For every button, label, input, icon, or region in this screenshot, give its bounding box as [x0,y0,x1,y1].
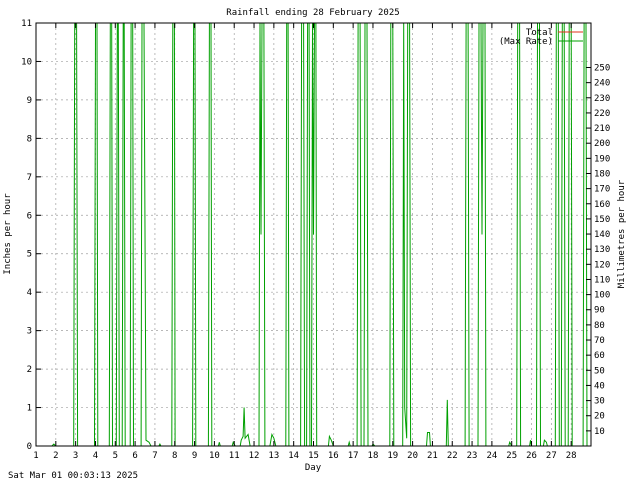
y-tick-label-right: 120 [594,260,610,270]
y-tick-label-right: 230 [594,94,610,104]
y-tick-label-right: 190 [594,154,610,164]
x-tick-label: 19 [387,451,398,461]
y-tick-label-left: 6 [27,211,32,221]
x-tick-label: 5 [113,451,118,461]
y-tick-label-right: 10 [594,427,605,437]
series-line-max-rate [36,22,591,447]
x-tick-label: 17 [348,451,359,461]
x-tick-label: 9 [192,451,197,461]
y-tick-label-left: 11 [21,19,32,29]
x-tick-label: 10 [209,451,220,461]
y-tick-label-right: 220 [594,109,610,119]
y-tick-label-right: 130 [594,245,610,255]
y-tick-label-left: 0 [27,442,32,452]
x-tick-label: 14 [288,451,299,461]
x-tick-label: 23 [467,451,478,461]
y-tick-label-left: 5 [27,250,32,260]
y-tick-label-right: 70 [594,336,605,346]
series-layer [36,22,591,447]
x-tick-label: 3 [73,451,78,461]
x-tick-label: 28 [566,451,577,461]
x-tick-label: 25 [506,451,517,461]
legend: Total (Max Rate) [499,28,583,47]
y-tick-label-left: 2 [27,365,32,375]
x-tick-label: 6 [132,451,137,461]
y-tick-label-right: 160 [594,200,610,210]
x-tick-label: 21 [427,451,438,461]
legend-label-max-rate: (Max Rate) [499,37,553,47]
timestamp-footer: Sat Mar 01 00:03:13 2025 [8,471,138,480]
y-tick-label-right: 210 [594,124,610,134]
x-axis-label: Day [305,463,322,473]
x-tick-label: 27 [546,451,557,461]
y-axis-label-left: Inches per hour [3,193,13,275]
y-tick-label-right: 20 [594,412,605,422]
y-tick-label-right: 180 [594,169,610,179]
x-tick-label: 16 [328,451,339,461]
y-tick-label-left: 4 [27,288,32,298]
y-tick-label-right: 170 [594,185,610,195]
x-tick-label: 20 [407,451,418,461]
tick-layer: 1 2 3 4 5 6 7 8 9 10 11 12 13 14 15 16 17 18 19 20 21 22 23 24 2… [21,19,610,461]
y-tick-label-right: 30 [594,397,605,407]
y-tick-label-left: 8 [27,134,32,144]
y-tick-label-left: 3 [27,327,32,337]
x-tick-label: 11 [229,451,240,461]
x-tick-label: 18 [368,451,379,461]
x-tick-label: 13 [268,451,279,461]
y-tick-label-right: 200 [594,139,610,149]
y-tick-label-left: 9 [27,96,32,106]
x-tick-label: 12 [249,451,260,461]
x-tick-label: 4 [93,451,98,461]
y-tick-label-right: 140 [594,230,610,240]
y-tick-label-right: 150 [594,215,610,225]
y-tick-label-right: 100 [594,291,610,301]
x-tick-label: 7 [152,451,157,461]
y-axis-label-right: Millimetres per hour [617,179,627,288]
chart-title: Rainfall ending 28 February 2025 [226,8,399,18]
x-tick-label: 26 [526,451,537,461]
y-tick-label-right: 40 [594,381,605,391]
x-tick-label: 2 [53,451,58,461]
y-tick-label-left: 7 [27,173,32,183]
y-tick-label-right: 240 [594,79,610,89]
x-tick-label: 8 [172,451,177,461]
x-tick-label: 24 [486,451,497,461]
x-tick-label: 1 [33,451,38,461]
legend-label-total: Total [526,28,553,38]
y-tick-label-left: 1 [27,404,32,414]
x-tick-label: 22 [447,451,458,461]
y-tick-label-left: 10 [21,57,32,67]
y-tick-label-right: 90 [594,306,605,316]
y-tick-label-right: 250 [594,64,610,74]
x-tick-label: 15 [308,451,319,461]
y-tick-label-right: 80 [594,321,605,331]
y-tick-label-right: 110 [594,275,610,285]
y-tick-label-right: 50 [594,366,605,376]
y-tick-label-right: 60 [594,351,605,361]
